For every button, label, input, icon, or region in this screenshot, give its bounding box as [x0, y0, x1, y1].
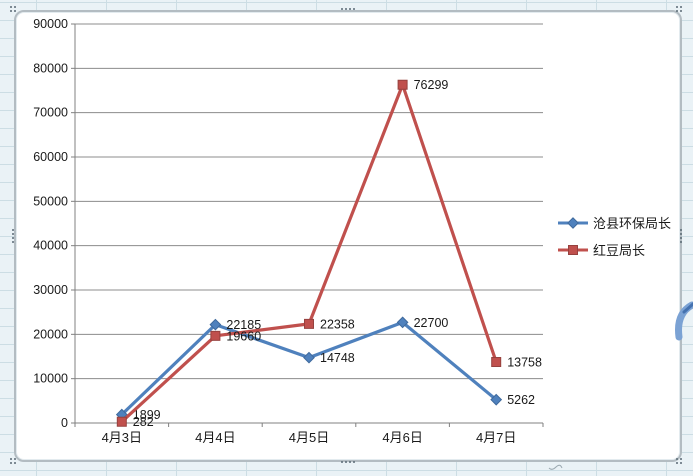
series-marker-square — [304, 318, 314, 329]
series-marker-diamond — [490, 393, 503, 406]
y-axis-label: 20000 — [33, 327, 68, 341]
resize-handle-top-right[interactable] — [676, 6, 682, 12]
chart-object-frame[interactable] — [14, 10, 682, 462]
resize-handle-middle-right[interactable] — [680, 229, 682, 243]
resize-handle-bottom-center[interactable] — [341, 461, 355, 463]
x-axis-label: 4月4日 — [195, 430, 235, 445]
y-axis-label: 40000 — [33, 239, 68, 253]
data-label: 14748 — [320, 351, 355, 365]
resize-handle-bottom-left[interactable] — [10, 458, 16, 464]
data-label: 22700 — [414, 316, 449, 330]
y-axis-label: 70000 — [33, 106, 68, 120]
series-marker-square — [116, 416, 127, 427]
resize-handle-top-center[interactable] — [341, 8, 355, 10]
series-marker-diamond — [567, 217, 579, 229]
legend-label[interactable]: 红豆局长 — [593, 243, 645, 258]
y-axis-label: 80000 — [33, 61, 68, 75]
series-marker-square — [397, 79, 408, 90]
y-axis-label: 90000 — [33, 17, 68, 31]
legend-label[interactable]: 沧县环保局长 — [593, 216, 671, 231]
series-marker-diamond — [209, 318, 222, 331]
series-marker-diamond — [396, 316, 409, 329]
y-axis-label: 30000 — [33, 283, 68, 297]
data-label: 19660 — [226, 329, 261, 343]
series-marker-square — [568, 245, 578, 255]
resize-handle-middle-left[interactable] — [12, 229, 14, 243]
data-label: 22358 — [320, 317, 355, 331]
data-label: 1899 — [133, 408, 161, 422]
data-label: 13758 — [507, 356, 542, 370]
x-axis-label: 4月5日 — [289, 430, 329, 445]
y-axis-label: 10000 — [33, 372, 68, 386]
data-label: 76299 — [414, 78, 449, 92]
decorative-squiggle — [548, 464, 563, 470]
y-axis-label: 60000 — [33, 150, 68, 164]
y-axis-label: 50000 — [33, 194, 68, 208]
x-axis-label: 4月6日 — [382, 430, 422, 445]
x-axis-label: 4月7日 — [476, 430, 516, 445]
data-label: 22185 — [226, 318, 261, 332]
x-axis-label: 4月3日 — [102, 430, 142, 445]
data-label: 5262 — [507, 393, 535, 407]
y-axis-label: 0 — [61, 416, 68, 430]
data-label: 282 — [133, 415, 154, 429]
series-line — [120, 83, 498, 424]
series-marker-diamond — [303, 351, 315, 364]
series-marker-square — [491, 357, 502, 368]
decorative-swoosh-accent — [682, 302, 693, 314]
series-marker-square — [210, 330, 221, 341]
resize-handle-top-left[interactable] — [10, 6, 16, 12]
resize-handle-bottom-right[interactable] — [676, 458, 682, 464]
